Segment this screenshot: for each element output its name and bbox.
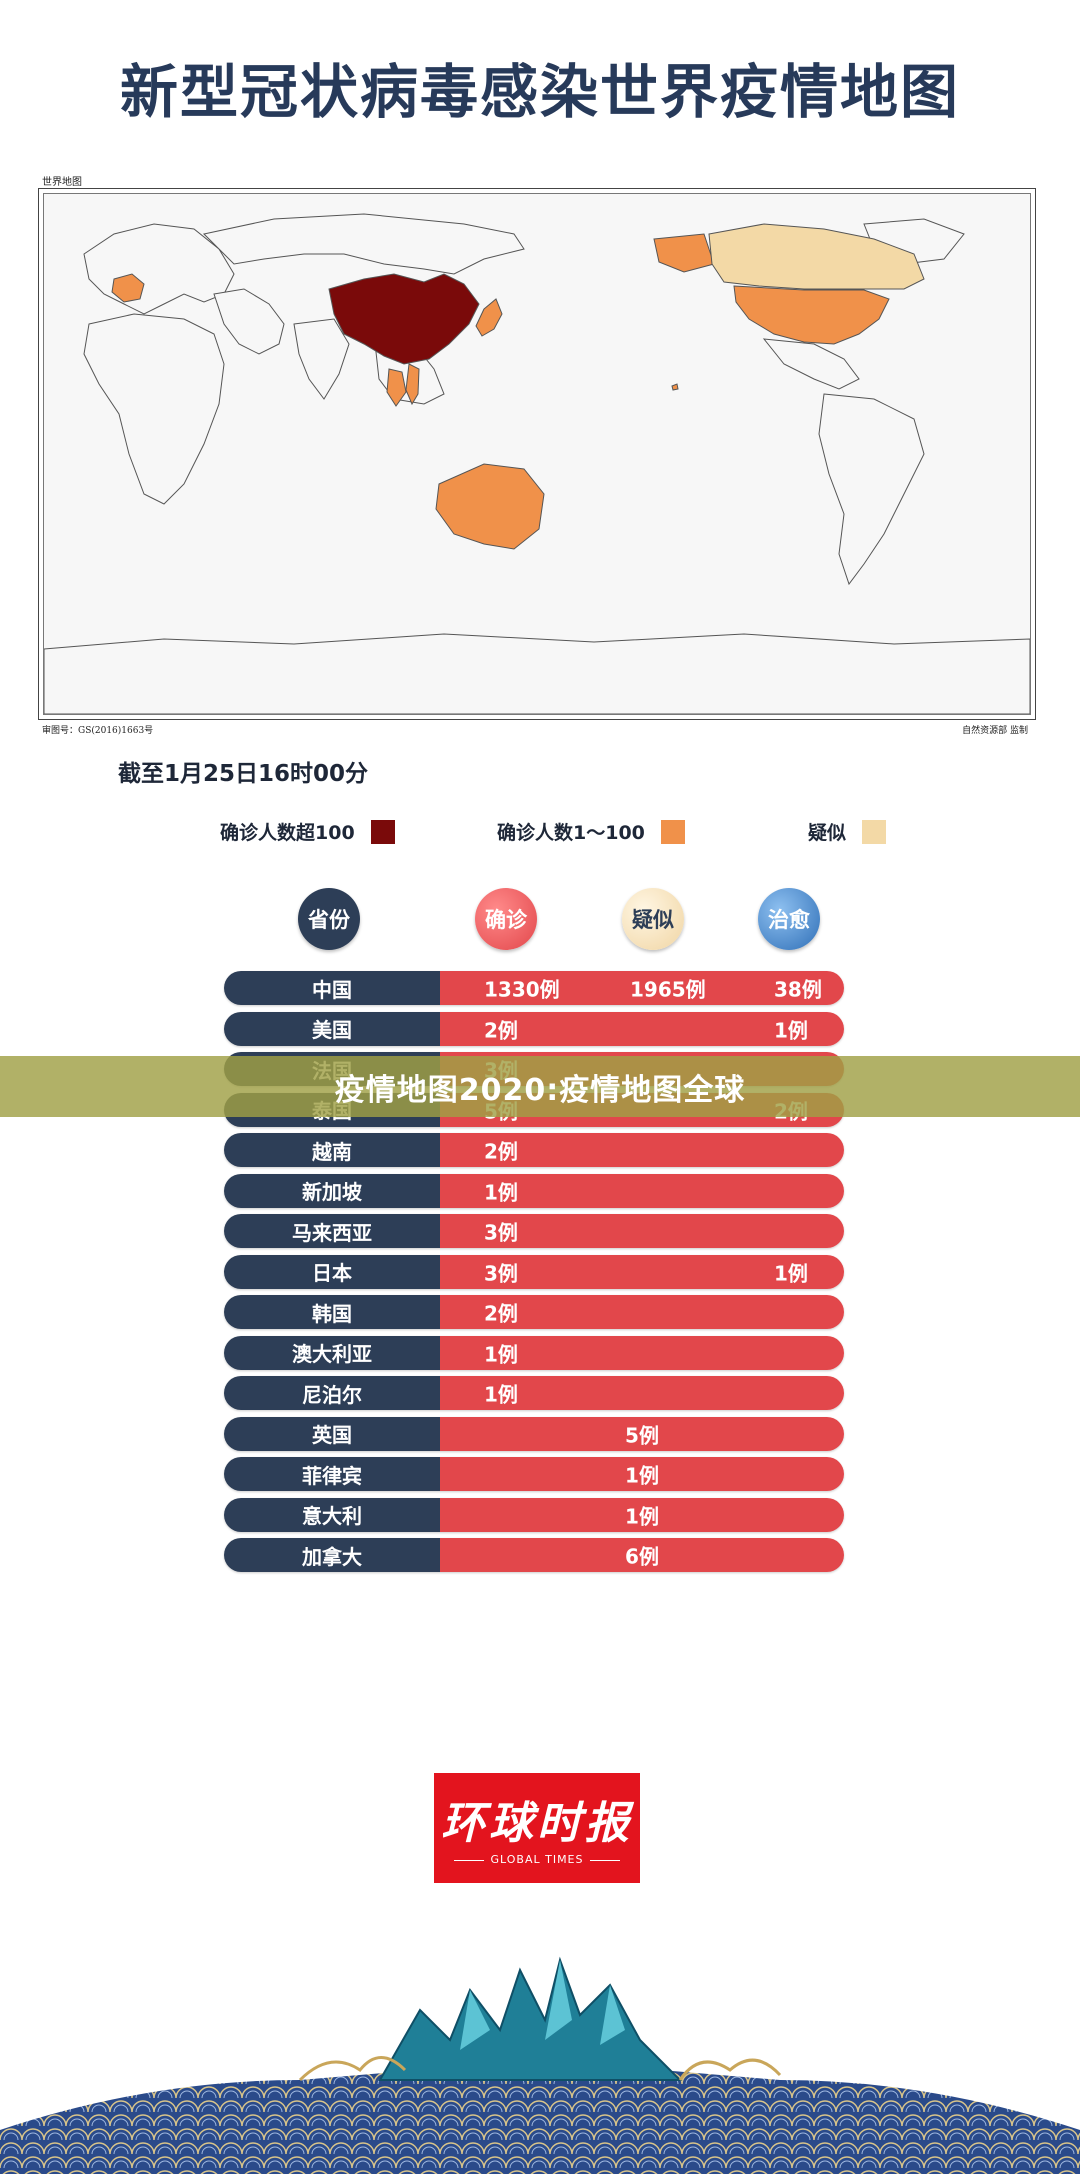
row-confirmed: 2例	[484, 1139, 518, 1164]
region-middle-east	[213, 288, 285, 355]
table-row: 澳大利亚 1例	[224, 1335, 844, 1370]
row-country: 日本	[224, 1254, 440, 1289]
cloud-swirls	[298, 2056, 782, 2082]
region-hawaii	[671, 383, 679, 391]
legend-item-over100: 确诊人数超100	[220, 818, 395, 845]
region-alaska	[653, 233, 715, 273]
map-canvas	[43, 193, 1031, 715]
legend-swatch-1-100	[660, 819, 685, 844]
legend-swatch-over100	[370, 819, 395, 844]
row-suspected: 1965例	[630, 977, 706, 1002]
logo-rule-right	[589, 1859, 620, 1861]
wave-field	[0, 2060, 1080, 2174]
affected-regions	[111, 223, 925, 550]
table-row: 越南 2例	[224, 1133, 844, 1167]
overlay-banner: 疫情地图2020:疫情地图全球	[0, 1056, 1080, 1117]
row-confirmed: 1例	[484, 1342, 518, 1366]
row-country: 中国	[224, 971, 440, 1005]
row-cured: 1例	[774, 1018, 808, 1042]
row-value: 1例	[625, 1504, 659, 1528]
header-province: 省份	[298, 888, 360, 950]
row-confirmed: 1例	[484, 1382, 518, 1407]
logo-english: GLOBAL TIMES	[490, 1853, 584, 1866]
legend-swatch-suspected	[862, 819, 887, 844]
row-confirmed: 3例	[484, 1261, 518, 1285]
table-row: 意大利 1例	[224, 1497, 844, 1532]
region-france	[111, 273, 145, 303]
row-country: 马来西亚	[224, 1214, 440, 1248]
region-south-america	[818, 393, 925, 586]
legend-label-suspected: 疑似	[808, 822, 847, 844]
row-confirmed: 2例	[484, 1301, 518, 1326]
map-credit: 自然资源部 监制	[962, 726, 1028, 736]
region-thailand	[386, 368, 407, 407]
row-value: 6例	[625, 1544, 659, 1569]
map-label: 世界地图	[42, 177, 82, 188]
region-usa	[733, 285, 890, 345]
region-vietnam	[405, 363, 420, 406]
row-country: 英国	[224, 1416, 440, 1451]
legend-item-1-100: 确诊人数1～100	[497, 818, 685, 845]
row-country: 澳大利亚	[224, 1335, 440, 1370]
row-country: 新加坡	[224, 1173, 440, 1208]
table-row: 美国 2例 1例	[224, 1011, 844, 1046]
region-japan	[475, 298, 503, 337]
table-row: 加拿大 6例	[224, 1538, 844, 1572]
row-value: 1例	[625, 1463, 659, 1488]
region-mexico	[762, 338, 860, 390]
region-canada	[708, 223, 925, 290]
row-cured: 38例	[774, 977, 822, 1002]
region-india	[293, 318, 350, 400]
row-confirmed: 1330例	[484, 977, 560, 1002]
row-confirmed: 1例	[484, 1180, 518, 1204]
row-country: 加拿大	[224, 1538, 440, 1572]
legend-label-over100: 确诊人数超100	[220, 822, 355, 844]
page-title: 新型冠状病毒感染世界疫情地图	[119, 58, 960, 126]
table-row: 尼泊尔 1例	[224, 1376, 844, 1410]
region-russia	[202, 213, 525, 275]
row-confirmed: 2例	[484, 1018, 518, 1042]
table-row: 韩国 2例	[224, 1295, 844, 1329]
region-antarctica	[44, 633, 1030, 714]
row-country: 菲律宾	[224, 1457, 440, 1491]
table-row: 马来西亚 3例	[224, 1214, 844, 1248]
logo-chinese: 环球时报	[441, 1798, 633, 1849]
logo-rule-left	[454, 1859, 485, 1861]
row-cured: 1例	[774, 1261, 808, 1285]
decorative-mountains-waves	[0, 1956, 1080, 2174]
row-confirmed: 3例	[484, 1220, 518, 1245]
table-row: 中国 1330例 1965例 38例	[224, 971, 844, 1005]
world-map[interactable]	[38, 188, 1036, 720]
row-country: 美国	[224, 1011, 440, 1046]
row-country: 韩国	[224, 1295, 440, 1329]
table-row: 英国 5例	[224, 1416, 844, 1451]
legend-item-suspected: 疑似	[808, 818, 887, 845]
map-approval-number: 审图号：GS(2016)1663号	[42, 726, 154, 736]
as-of-timestamp: 截至1月25日16时00分	[118, 761, 369, 787]
region-africa	[83, 313, 225, 505]
header-suspected: 疑似	[622, 888, 684, 950]
row-country: 意大利	[224, 1497, 440, 1532]
world-map-svg	[44, 213, 1030, 714]
table-row: 菲律宾 1例	[224, 1457, 844, 1491]
row-country: 尼泊尔	[224, 1376, 440, 1410]
row-country: 越南	[224, 1133, 440, 1167]
header-cured: 治愈	[758, 888, 820, 950]
mountain-left	[378, 1956, 683, 2081]
region-australia	[435, 463, 545, 550]
region-china	[328, 273, 480, 365]
table-row: 日本 3例 1例	[224, 1254, 844, 1289]
global-times-logo: 环球时报 GLOBAL TIMES	[434, 1773, 640, 1883]
header-confirmed: 确诊	[475, 888, 537, 950]
legend-label-1-100: 确诊人数1～100	[497, 822, 645, 844]
row-value: 5例	[625, 1423, 659, 1447]
table-row: 新加坡 1例	[224, 1173, 844, 1208]
